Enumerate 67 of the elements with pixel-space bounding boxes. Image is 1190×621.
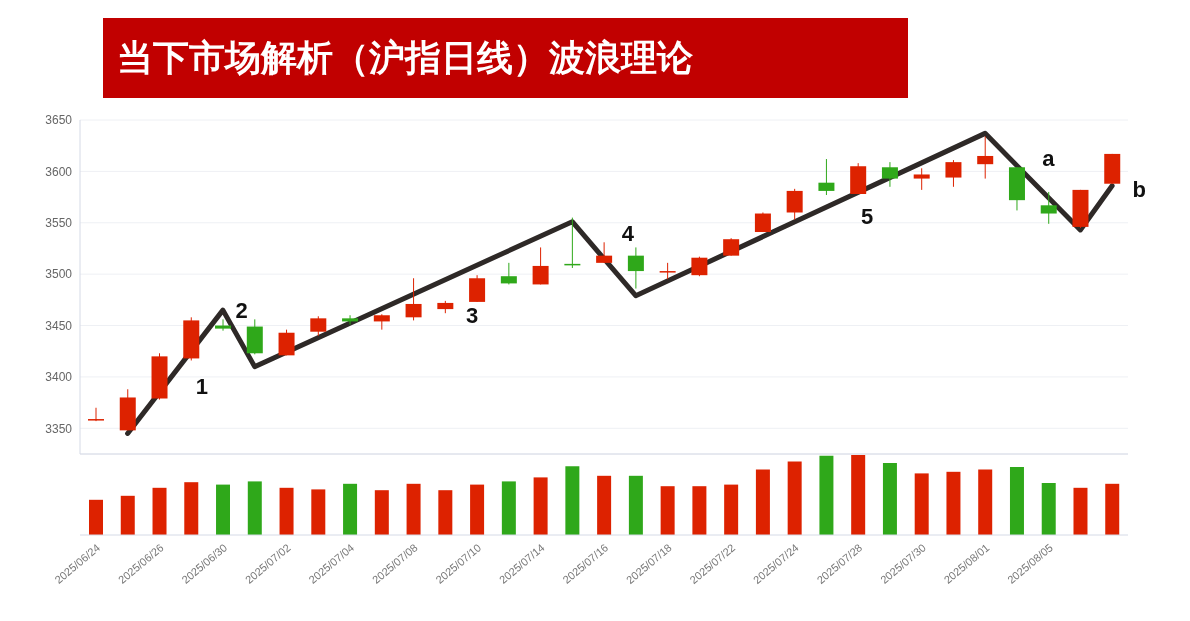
bar	[851, 455, 866, 535]
bar	[565, 466, 580, 535]
bar	[279, 487, 294, 535]
y-tick-label: 3600	[45, 164, 73, 179]
bar	[184, 482, 199, 535]
candlestick	[278, 329, 295, 356]
candlestick	[469, 274, 486, 303]
candlestick	[945, 159, 962, 188]
candlestick	[881, 161, 898, 188]
candlestick	[913, 167, 930, 191]
y-tick-label: 3650	[45, 113, 73, 128]
text: b	[1132, 177, 1146, 203]
candlestick	[342, 314, 359, 326]
bar	[787, 461, 802, 535]
candlestick	[977, 135, 994, 180]
chart-title: 当下市场解析（沪指日线）波浪理论	[103, 18, 908, 98]
bar	[247, 481, 262, 535]
y-tick-label: 3400	[45, 370, 73, 385]
y-tick-label: 3350	[45, 421, 73, 436]
bar	[406, 483, 421, 535]
candlestick	[500, 262, 517, 285]
annotation: 5	[860, 203, 874, 229]
annotation: 2	[235, 298, 248, 324]
bar	[1073, 487, 1088, 535]
bar	[819, 455, 834, 535]
bar	[89, 499, 103, 535]
candlestick	[532, 246, 549, 285]
bar	[438, 490, 453, 535]
annotation: a	[1042, 146, 1056, 172]
bar	[978, 469, 993, 535]
bar	[120, 495, 135, 535]
annotation: 4	[621, 221, 635, 247]
bar	[882, 463, 897, 535]
bar	[152, 487, 167, 535]
annotation: 1	[195, 373, 209, 399]
candlestick	[310, 315, 327, 337]
bar	[533, 477, 548, 535]
annotation: 3	[466, 303, 479, 329]
bar	[311, 489, 326, 535]
bar	[501, 481, 516, 535]
bar	[343, 483, 358, 535]
bar	[470, 484, 485, 535]
bar	[216, 484, 231, 535]
candlestick	[596, 241, 613, 264]
bar	[628, 475, 643, 535]
bar	[374, 490, 389, 535]
candlestick	[405, 277, 422, 321]
candlestick	[786, 188, 803, 221]
bar	[597, 475, 612, 535]
bar	[914, 473, 929, 535]
candlestick	[88, 407, 104, 422]
bar	[660, 486, 675, 535]
bar	[946, 471, 961, 535]
candlestick	[691, 256, 708, 277]
bar	[755, 469, 770, 535]
bar	[1041, 483, 1056, 535]
bar	[692, 486, 707, 535]
y-tick-label: 3450	[45, 318, 73, 333]
y-tick-label: 3500	[45, 267, 73, 282]
bar	[1009, 467, 1024, 535]
candlestick	[215, 318, 232, 332]
bar	[724, 484, 739, 535]
bar	[1105, 483, 1120, 535]
y-tick-label: 3550	[45, 216, 73, 231]
candlestick	[1040, 191, 1057, 225]
candlestick	[627, 246, 644, 290]
candlestick	[818, 158, 835, 196]
